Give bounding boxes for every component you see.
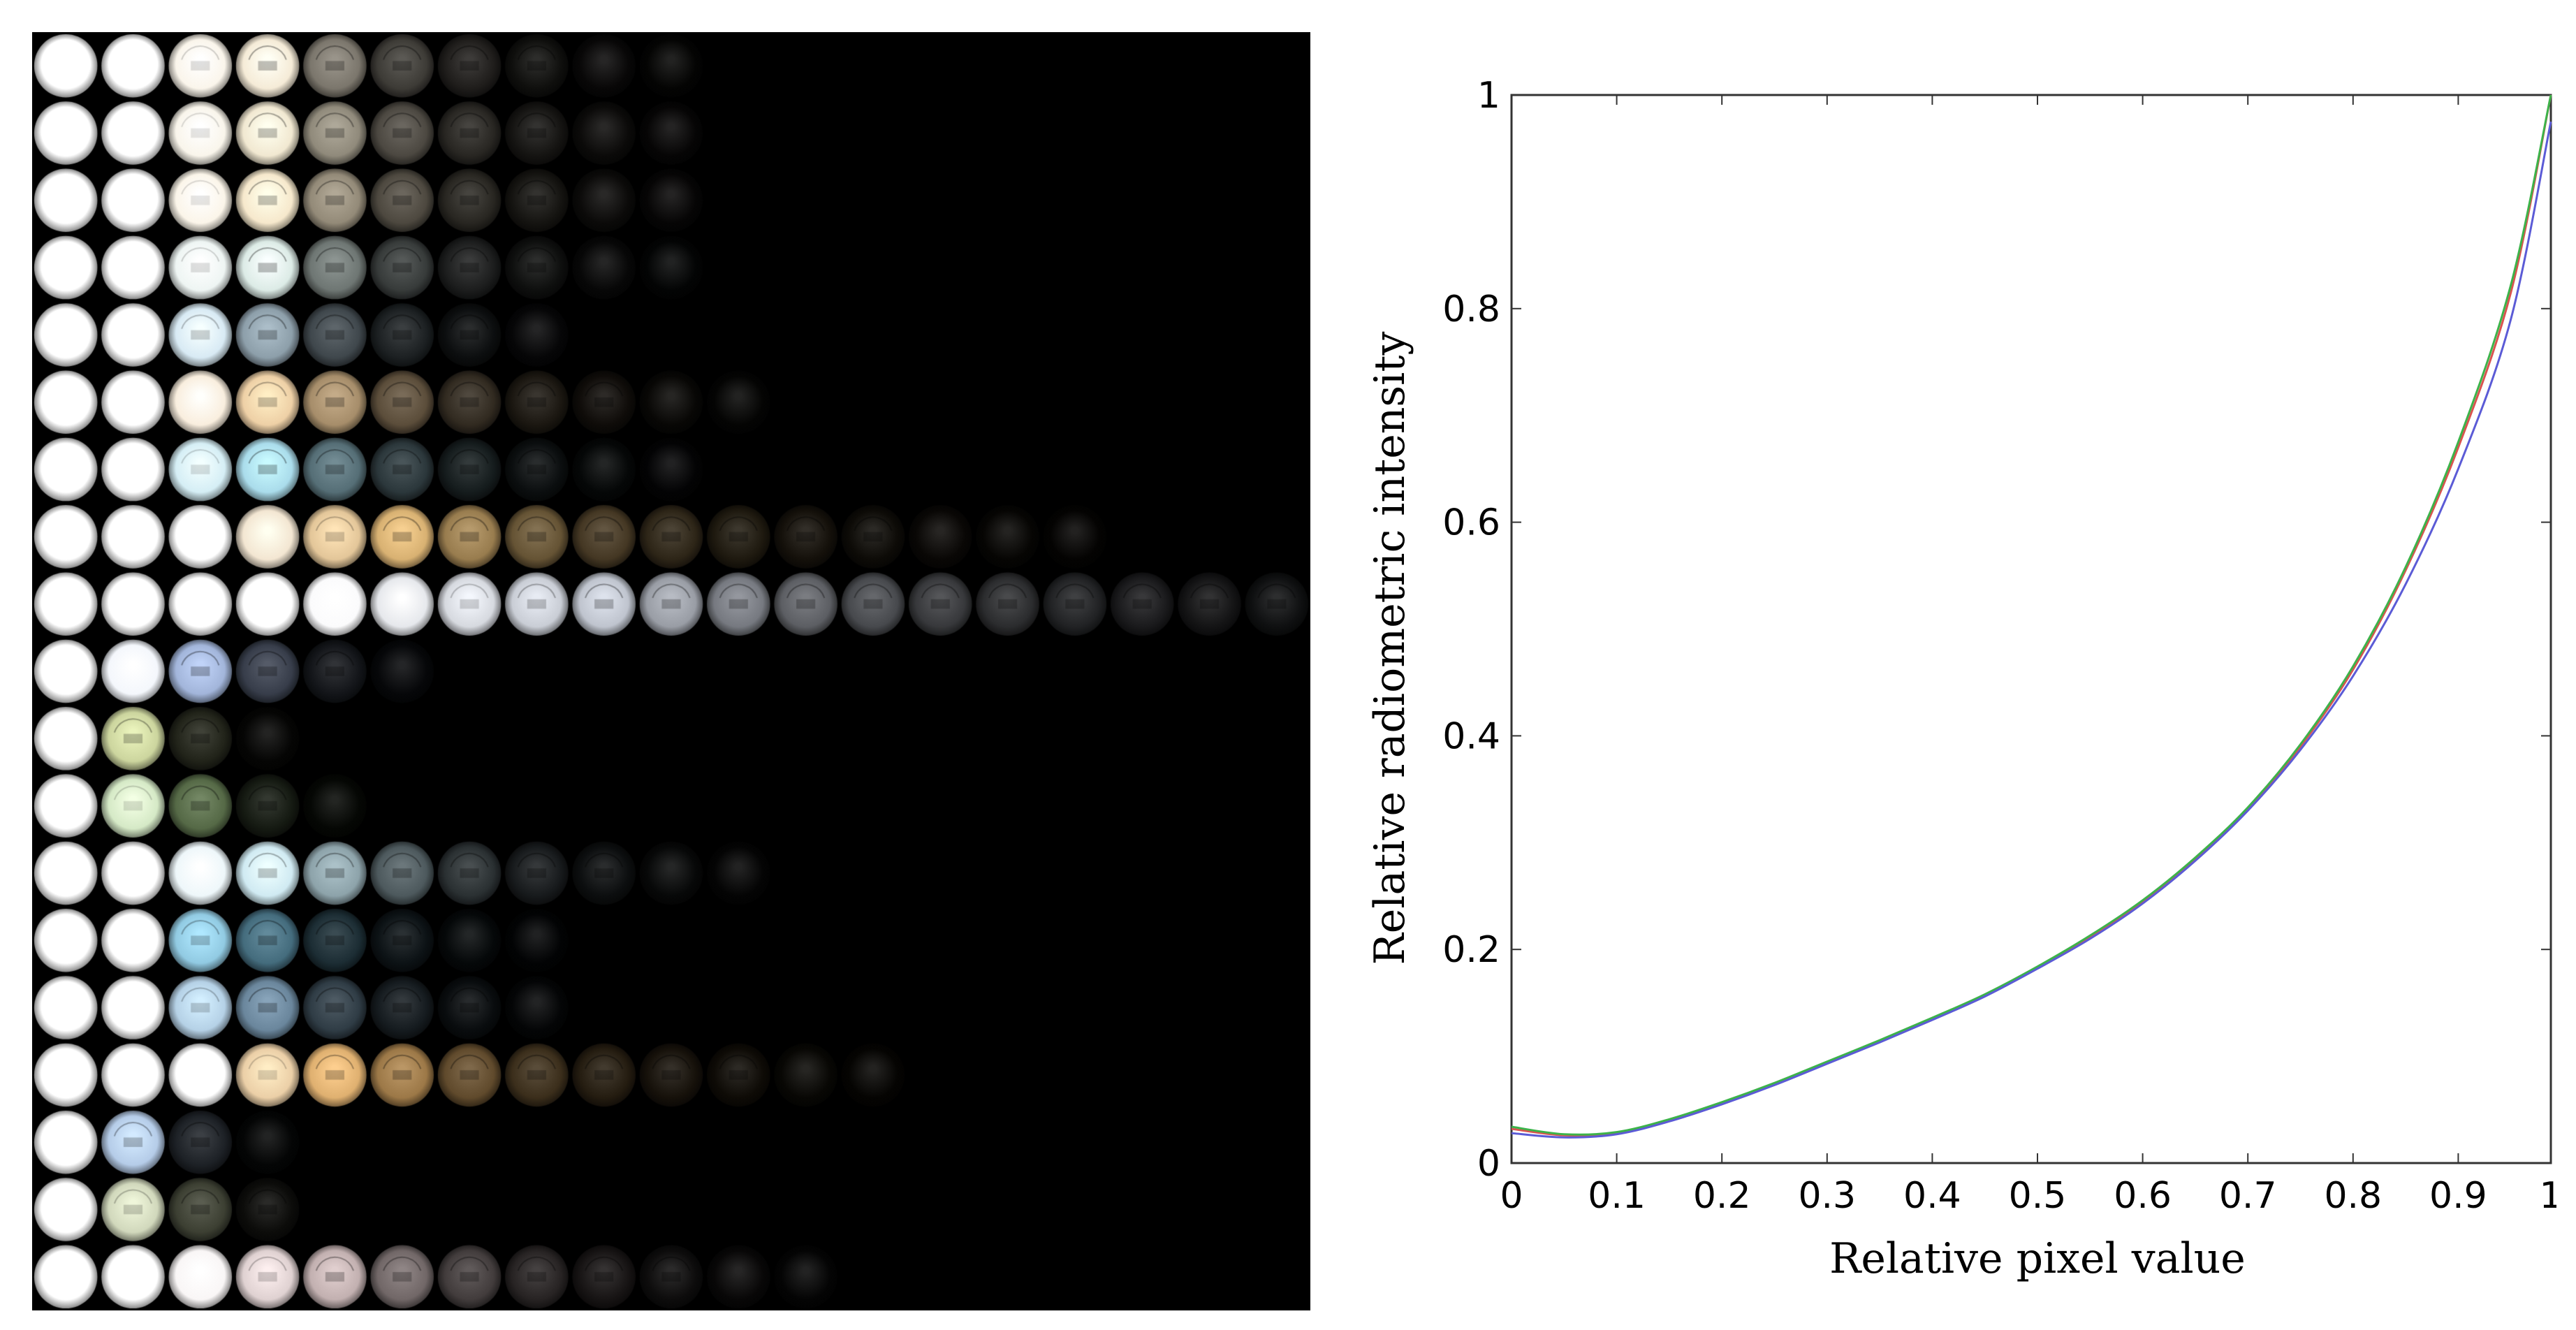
x-tick-label: 0 [1500,1175,1523,1217]
x-tick-label: 0.5 [2009,1175,2067,1217]
y-tick-label: 0 [1477,1143,1500,1185]
series-line-1 [1511,94,2552,1137]
x-tick-label: 1 [2539,1175,2556,1217]
x-tick-label: 0.2 [1693,1175,1751,1217]
x-tick-label: 0.1 [1588,1175,1646,1217]
hdr-exposure-mosaic [32,32,1310,1310]
series-line-2 [1511,94,2552,1136]
x-tick-label: 0.9 [2429,1175,2487,1217]
series-line-3 [1511,121,2552,1139]
x-axis-label: Relative pixel value [1829,1234,2246,1283]
plot-frame [1510,94,2552,1164]
x-tick-label: 0.4 [1903,1175,1961,1217]
x-tick-label: 0.6 [2114,1175,2172,1217]
y-axis-label: Relative radiometric intensity [1366,332,1414,965]
plot-axes [1510,94,2552,1164]
y-tick-label: 0.2 [1442,929,1500,971]
response-curve-chart: 0 0.1 0.2 0.3 0.4 0.5 0.6 0.7 0.8 0.9 1 0 0.2 0.4 0.6… [1366,75,2556,1283]
y-tick-labels: 0 0.2 0.4 0.6 0.8 1 [1442,75,1500,1185]
y-tick-label: 0.8 [1442,288,1500,330]
tick-marks [1511,94,2552,1164]
x-tick-label: 0.7 [2219,1175,2277,1217]
y-tick-label: 0.4 [1442,715,1500,757]
x-tick-label: 0.8 [2324,1175,2382,1217]
x-tick-label: 0.3 [1798,1175,1856,1217]
x-tick-labels: 0 0.1 0.2 0.3 0.4 0.5 0.6 0.7 0.8 0.9 1 [1500,1175,2556,1217]
y-tick-label: 0.6 [1442,502,1500,544]
series-lines [1511,94,2552,1139]
y-tick-label: 1 [1477,75,1500,117]
